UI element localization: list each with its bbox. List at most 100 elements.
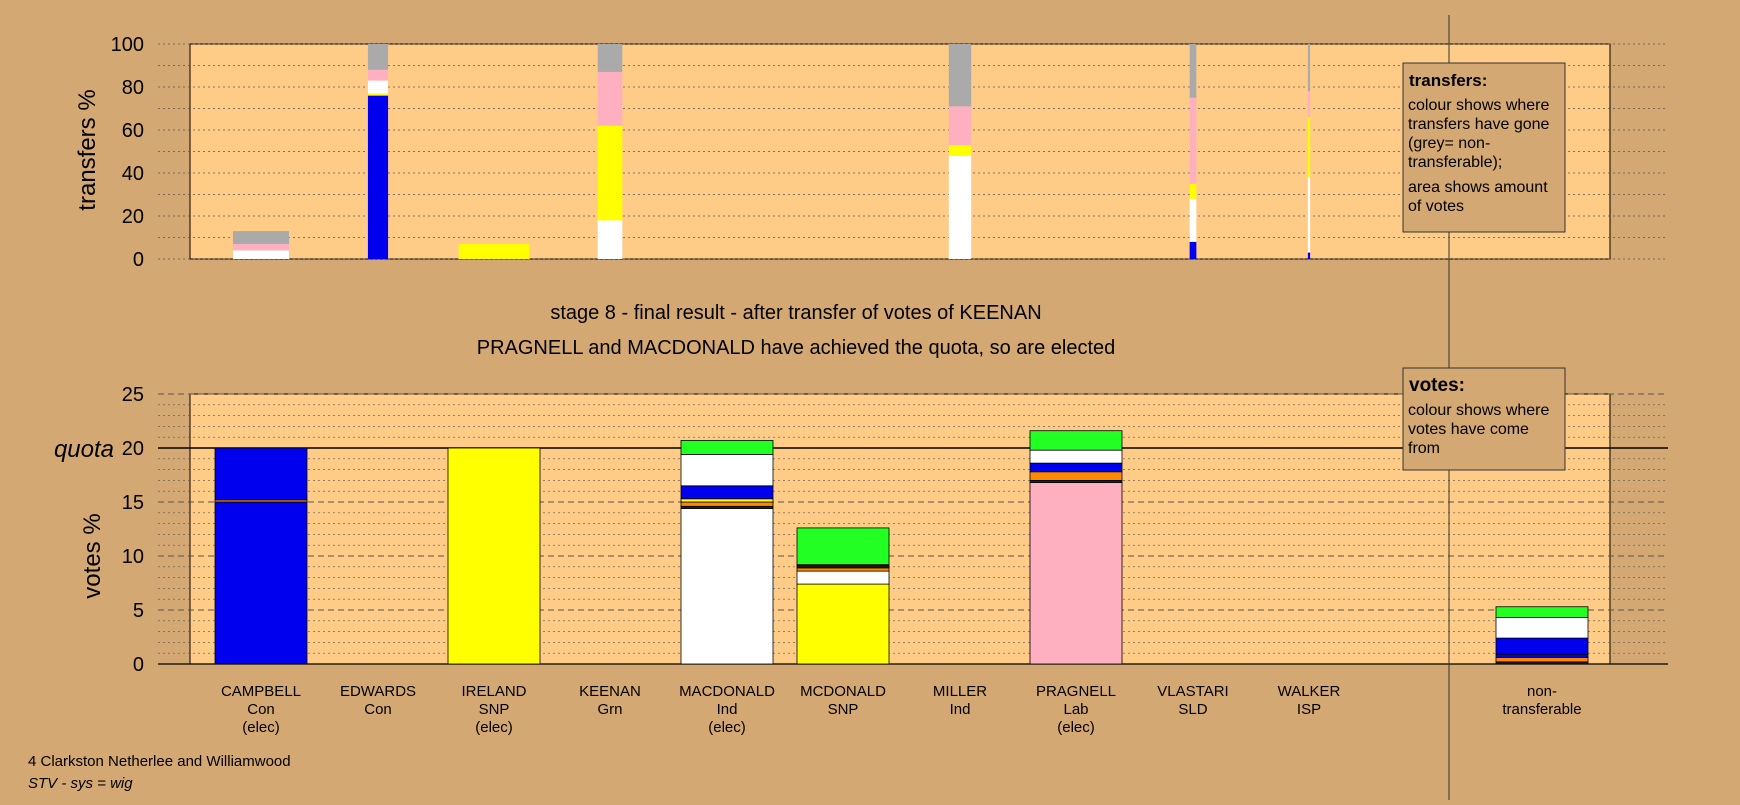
candidate-label: Ind — [717, 701, 738, 718]
votes-y-ticks: 0 5 10 15 20 25 — [122, 384, 144, 676]
transfers-bar-segment — [1189, 198, 1197, 242]
transfers-y-axis-label: transfers % — [74, 89, 101, 210]
candidate-label: Grn — [597, 701, 622, 718]
candidate-label: MACDONALD — [679, 683, 775, 700]
votes-tick-label: 25 — [122, 384, 144, 406]
votes-plot-area — [189, 393, 1611, 665]
ward-name: 4 Clarkston Netherlee and Williamwood — [28, 753, 291, 770]
votes-legend: votes: colour shows where votes have com… — [1402, 367, 1566, 471]
candidate-label: PRAGNELL — [1036, 683, 1116, 700]
transfers-bar-segment — [597, 71, 623, 126]
transfers-bar-segment — [1189, 241, 1197, 259]
candidate-label: SNP — [479, 701, 510, 718]
candidate-labels: CAMPBELLCon(elec)EDWARDSConIRELANDSNP(el… — [221, 683, 1582, 736]
transfers-bar-segment — [1307, 252, 1311, 259]
transfers-tick-label: 20 — [122, 206, 144, 228]
candidate-label: MCDONALD — [800, 683, 886, 700]
transfers-tick-label: 60 — [122, 120, 144, 142]
transfers-bar-segment — [597, 220, 623, 259]
transfers-gridlines — [158, 43, 1668, 260]
transfers-bar-segment — [948, 106, 972, 146]
transfers-tick-label: 100 — [111, 34, 144, 56]
votes-bar-segment — [1029, 449, 1123, 464]
votes-bar-segment — [680, 440, 774, 455]
candidate-label: Ind — [950, 701, 971, 718]
quota-label: quota — [54, 436, 114, 463]
transfers-bar-segment — [1189, 44, 1197, 98]
candidate-label: (elec) — [708, 719, 746, 736]
transfers-bar-segment — [597, 44, 623, 72]
votes-tick-label: 5 — [133, 600, 144, 622]
votes-y-axis-label: votes % — [79, 513, 106, 598]
transfers-bar-segment — [367, 69, 389, 81]
candidate-label: SLD — [1178, 701, 1207, 718]
candidate-label: KEENAN — [579, 683, 641, 700]
candidate-label: non- — [1527, 683, 1557, 700]
candidate-label: Con — [364, 701, 392, 718]
candidate-label: (elec) — [1057, 719, 1095, 736]
transfers-bar-segment — [948, 44, 972, 107]
votes-tick-label: 15 — [122, 492, 144, 514]
stage-heading: stage 8 - final result - after transfer … — [550, 302, 1041, 324]
transfers-bars — [233, 44, 1311, 259]
votes-tick-label: 0 — [133, 654, 144, 676]
transfers-bar-segment — [458, 243, 530, 259]
votes-bar-segment — [1029, 462, 1123, 473]
candidate-label: SNP — [828, 701, 859, 718]
votes-bar-segment — [796, 567, 890, 572]
transfers-tick-label: 80 — [122, 77, 144, 99]
votes-bars — [214, 430, 1589, 665]
votes-bar-segment — [796, 527, 890, 566]
transfers-bar-segment — [233, 250, 289, 259]
votes-bar-segment — [796, 583, 890, 665]
votes-bar-segment — [680, 501, 774, 507]
transfers-bar-segment — [1189, 183, 1197, 199]
votes-bar-segment — [214, 501, 308, 665]
transfers-bar-segment — [1307, 177, 1311, 253]
transfers-y-ticks: 0 20 40 60 80 100 — [111, 34, 144, 271]
transfers-bar-segment — [367, 93, 389, 96]
transfers-chart: 0 20 40 60 80 100 transfers % — [74, 34, 1668, 271]
transfers-bar-segment — [597, 125, 623, 221]
votes-bar-segment — [680, 498, 774, 503]
votes-bar-segment — [214, 447, 308, 501]
transfers-bar-segment — [367, 80, 389, 94]
votes-bar-segment — [1495, 657, 1589, 663]
transfers-bar-segment — [367, 95, 389, 259]
votes-gridlines — [158, 393, 1668, 665]
votes-bar-segment — [1495, 653, 1589, 658]
transfers-bar-segment — [1307, 44, 1311, 92]
votes-legend-title: votes: — [1409, 375, 1465, 396]
transfers-tick-label: 40 — [122, 163, 144, 185]
result-heading: PRAGNELL and MACDONALD have achieved the… — [477, 337, 1116, 359]
transfers-bar-segment — [948, 155, 972, 259]
voting-system: STV - sys = wig — [28, 775, 133, 792]
candidate-label: Con — [247, 701, 275, 718]
candidate-label: IRELAND — [461, 683, 526, 700]
candidate-label: CAMPBELL — [221, 683, 301, 700]
votes-bar-segment — [1495, 606, 1589, 618]
votes-bar-segment — [1029, 430, 1123, 451]
votes-bar-segment — [1495, 617, 1589, 639]
votes-bar-segment — [680, 454, 774, 487]
votes-bar-segment — [447, 447, 541, 665]
transfers-legend-text-1: colour shows where transfers have gone (… — [1408, 97, 1550, 171]
transfers-bar-segment — [233, 231, 289, 244]
transfers-bar-segment — [1189, 97, 1197, 184]
candidate-label: MILLER — [933, 683, 987, 700]
candidate-label: transferable — [1502, 701, 1581, 718]
transfers-bar-segment — [367, 44, 389, 70]
candidate-label: (elec) — [242, 719, 280, 736]
votes-bar-segment — [680, 485, 774, 500]
candidate-label: VLASTARI — [1157, 683, 1228, 700]
votes-bar-segment — [680, 508, 774, 665]
candidate-label: (elec) — [475, 719, 513, 736]
transfers-tick-label: 0 — [133, 249, 144, 271]
votes-bar-segment — [1029, 471, 1123, 481]
votes-bar-segment — [1029, 482, 1123, 665]
candidate-label: ISP — [1297, 701, 1321, 718]
candidate-label: WALKER — [1278, 683, 1341, 700]
transfers-bar-segment — [948, 145, 972, 156]
